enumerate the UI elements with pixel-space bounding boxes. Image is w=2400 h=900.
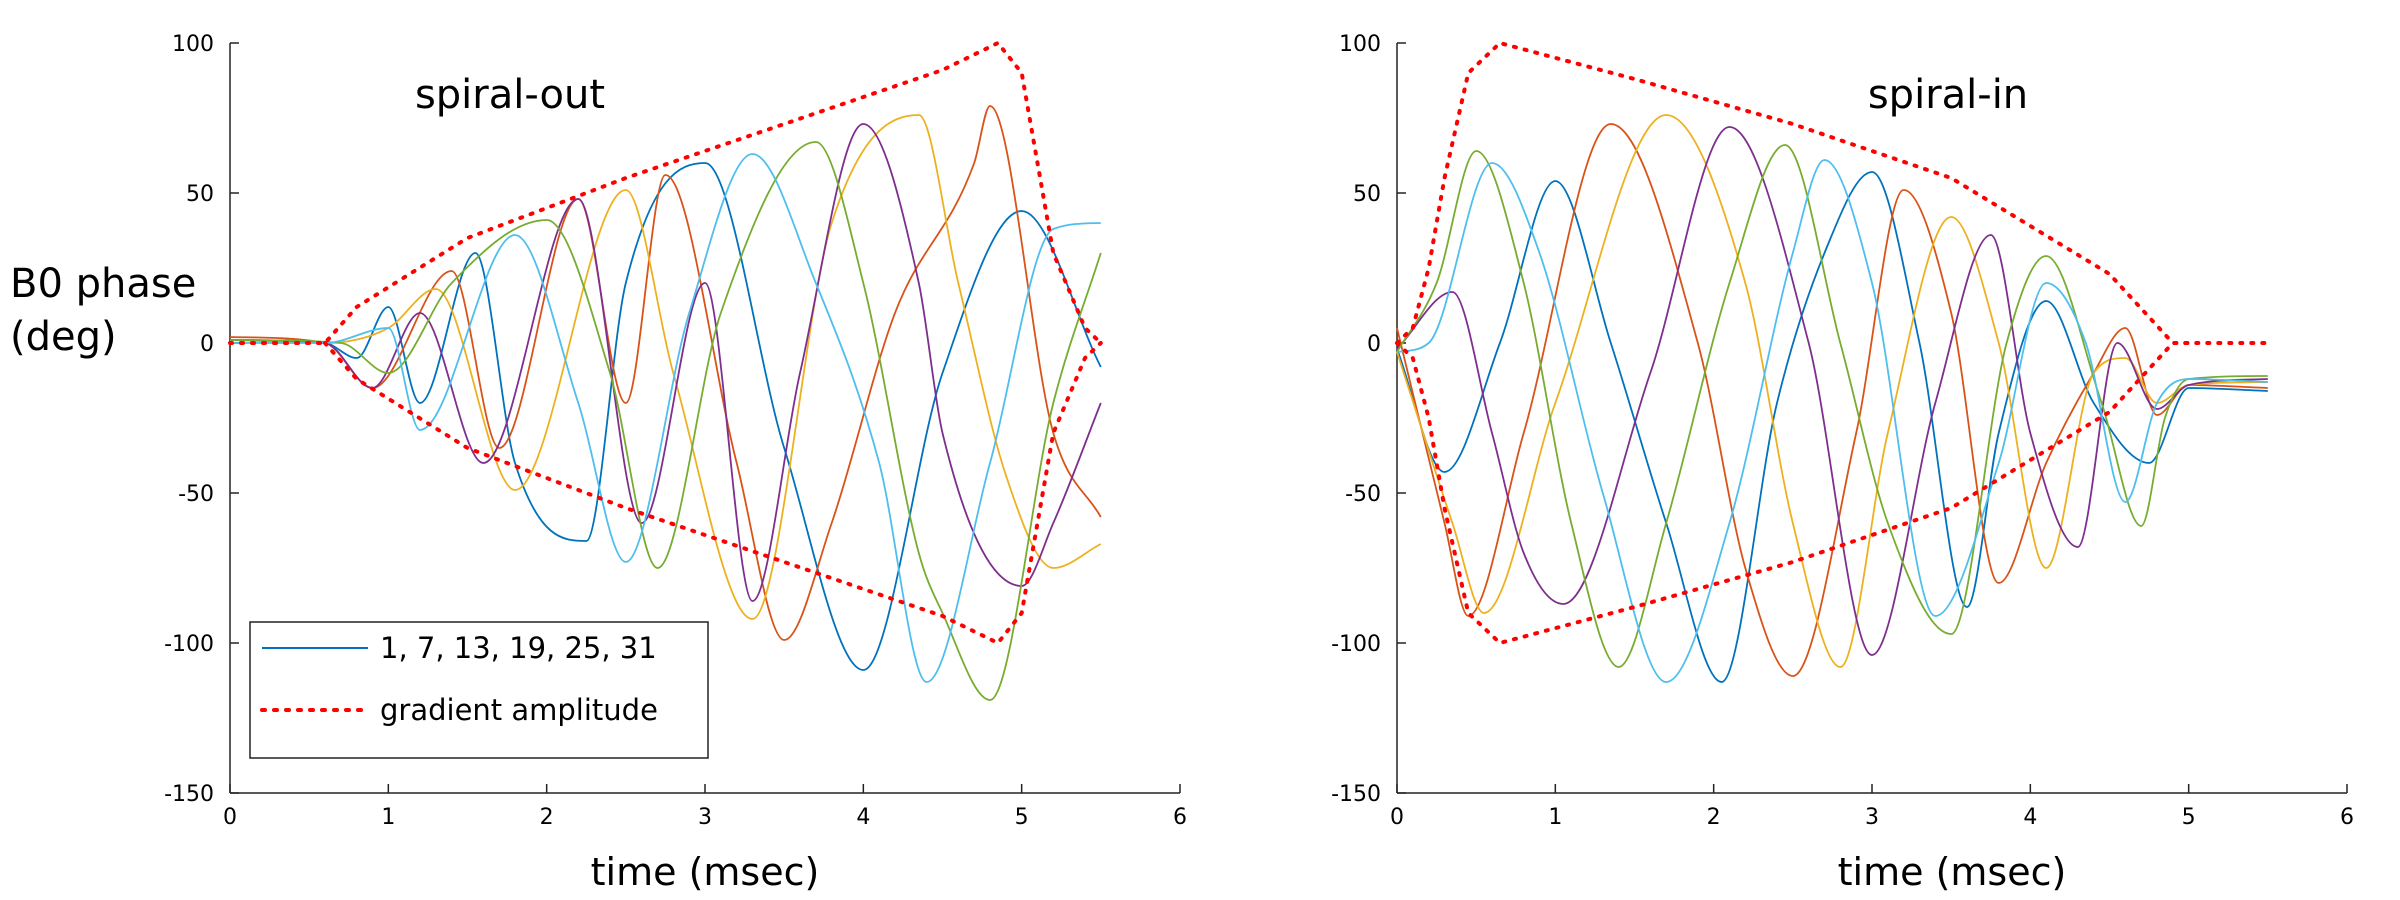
series-group-spiral-out bbox=[228, 41, 1103, 701]
series-line-channel-13 bbox=[229, 114, 1102, 620]
series-line-channel-19 bbox=[1396, 126, 2268, 656]
series-line-gradient-amplitude-lower- bbox=[1395, 341, 2191, 645]
axes-spiral-out: 0 1 2 3 4 5 6 -150 -100 -50 0 50 100 bbox=[164, 32, 1187, 830]
x-tick-label: 5 bbox=[2182, 805, 2196, 830]
x-tick-label: 4 bbox=[856, 805, 870, 830]
x-tick-label: 6 bbox=[2340, 805, 2354, 830]
y-tick-label: -100 bbox=[1331, 632, 1381, 657]
series-line-channel-1 bbox=[229, 162, 1102, 671]
series-line-gradient-amplitude-lower- bbox=[323, 341, 1103, 645]
y-tick-label: -50 bbox=[1345, 482, 1381, 507]
legend-box bbox=[249, 621, 709, 759]
y-tick-label: 0 bbox=[200, 332, 214, 357]
legend-label-channels: 1, 7, 13, 19, 25, 31 bbox=[380, 631, 657, 665]
y-tick-label: -150 bbox=[164, 782, 214, 807]
x-tick-label: 0 bbox=[1390, 805, 1404, 830]
series-line-channel-19 bbox=[229, 123, 1102, 602]
chart-spiral-in: spiral-in time (msec) 0 1 2 3 4 5 6 -150 -100 -50… bbox=[1331, 32, 2354, 894]
axes-spiral-in: 0 1 2 3 4 5 6 -150 -100 -50 0 50 100 bbox=[1331, 32, 2354, 830]
y-tick-label: -150 bbox=[1331, 782, 1381, 807]
y-tick-label: 100 bbox=[1339, 32, 1381, 57]
series-line-channel-25 bbox=[229, 141, 1102, 701]
y-tick-label: -100 bbox=[164, 632, 214, 657]
series-line-channel-1 bbox=[1396, 171, 2268, 683]
series-line-channel-25 bbox=[1396, 144, 2268, 668]
x-tick-label: 5 bbox=[1015, 805, 1029, 830]
y-axis-title-line2: (deg) bbox=[10, 314, 117, 360]
series-line-channel-13 bbox=[1396, 114, 2268, 668]
x-tick-label: 1 bbox=[1548, 805, 1562, 830]
x-tick-label: 6 bbox=[1173, 805, 1187, 830]
y-tick-label: 0 bbox=[1367, 332, 1381, 357]
series-line-gradient-amplitude-upper- bbox=[228, 41, 1103, 345]
y-tick-label: 100 bbox=[172, 32, 214, 57]
series-line-channel-31 bbox=[230, 153, 1101, 683]
x-axis-title-spiral-in: time (msec) bbox=[1838, 850, 2067, 894]
series-line-channel-7 bbox=[229, 105, 1102, 641]
legend-label-gradient: gradient amplitude bbox=[380, 693, 658, 727]
x-tick-label: 4 bbox=[2023, 805, 2037, 830]
chart-title-spiral-in: spiral-in bbox=[1868, 72, 2028, 118]
y-axis-title-line1: B0 phase bbox=[10, 261, 196, 307]
x-tick-label: 2 bbox=[540, 805, 554, 830]
legend: 1, 7, 13, 19, 25, 31 gradient amplitude bbox=[249, 621, 709, 759]
y-tick-label: 50 bbox=[186, 182, 214, 207]
series-line-channel-31 bbox=[1396, 159, 2268, 683]
series-line-channel-7 bbox=[1396, 123, 2268, 677]
y-tick-label: 50 bbox=[1353, 182, 1381, 207]
x-axis-title-spiral-out: time (msec) bbox=[591, 850, 820, 894]
x-tick-label: 3 bbox=[698, 805, 712, 830]
x-tick-label: 1 bbox=[381, 805, 395, 830]
x-tick-label: 0 bbox=[223, 805, 237, 830]
y-tick-label: -50 bbox=[178, 482, 214, 507]
chart-spiral-out: spiral-out time (msec) 0 1 2 3 4 5 6 -150 -100 -5… bbox=[164, 32, 1187, 894]
chart-title-spiral-out: spiral-out bbox=[415, 72, 605, 118]
x-tick-label: 3 bbox=[1865, 805, 1879, 830]
series-group-spiral-in bbox=[1395, 41, 2270, 683]
x-tick-label: 2 bbox=[1707, 805, 1721, 830]
